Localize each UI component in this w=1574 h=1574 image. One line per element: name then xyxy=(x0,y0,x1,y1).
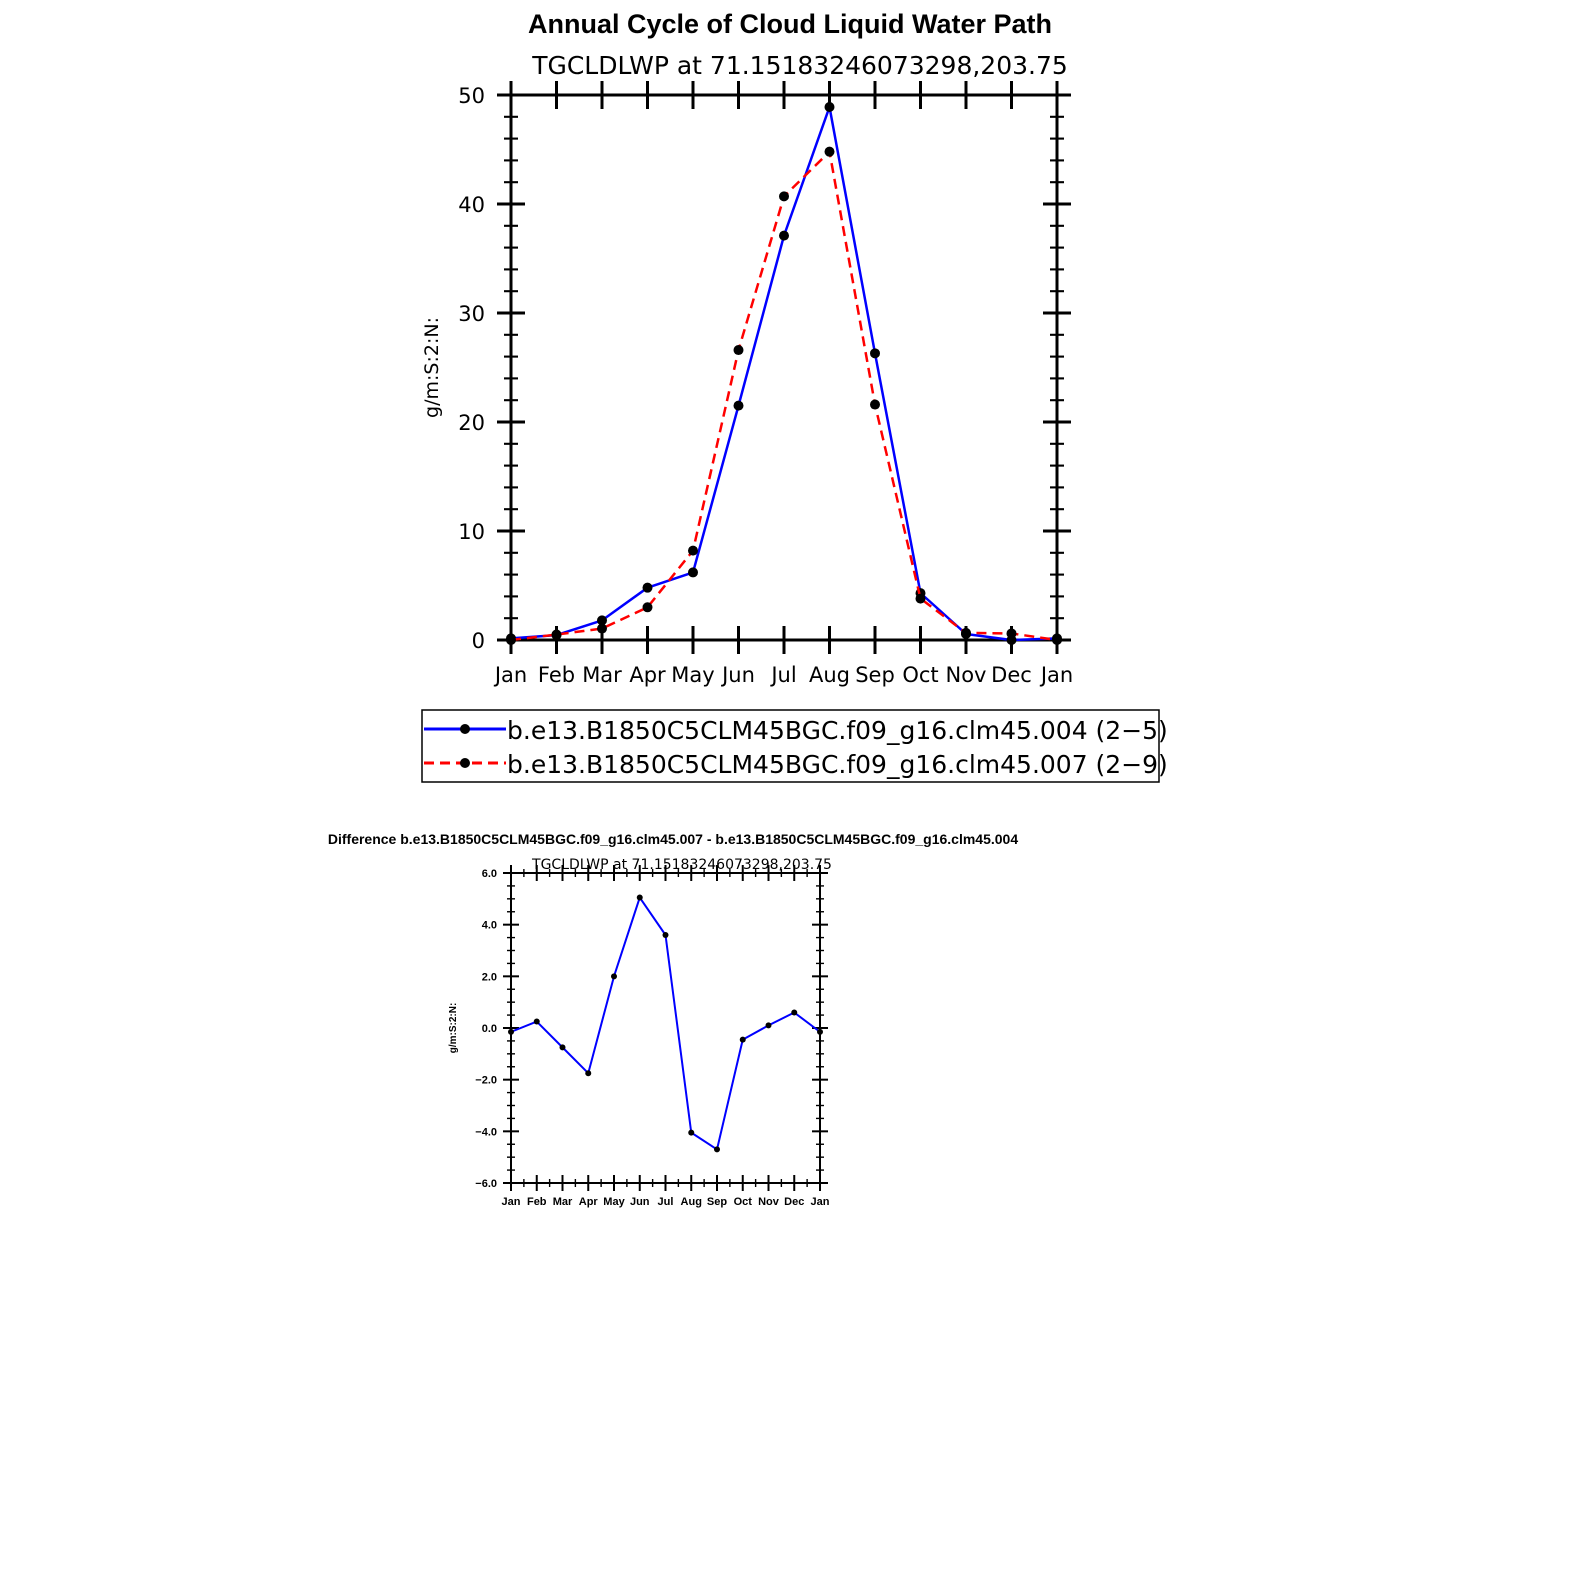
legend-box xyxy=(421,709,1160,783)
x-tick-label: Aug xyxy=(809,663,850,687)
x-tick-label: Nov xyxy=(758,1196,780,1208)
series-2-point xyxy=(551,629,562,640)
series-2-point xyxy=(597,623,607,634)
series-1-point xyxy=(714,1146,720,1153)
chart1-series xyxy=(506,101,1062,645)
chart2-subtitle: TGCLDLWP at 71.15183246073298,203.75 xyxy=(531,857,832,873)
series-2-point xyxy=(642,602,653,613)
series-2-point xyxy=(733,345,744,356)
series-1-point xyxy=(739,1036,746,1043)
x-tick-label: Dec xyxy=(991,663,1032,687)
series-2-point xyxy=(779,191,789,202)
series-line-2 xyxy=(510,150,1058,642)
chart1-title: Annual Cycle of Cloud Liquid Water Path xyxy=(528,9,1052,39)
x-tick-label: Mar xyxy=(582,663,622,687)
x-tick-label: Jan xyxy=(1039,663,1073,687)
series-1-point xyxy=(611,973,617,980)
series-1-point xyxy=(870,348,880,359)
legend-marker-series-1 xyxy=(460,724,470,734)
chart2-series xyxy=(508,894,823,1153)
chart1-legend: b.e13.B1850C5CLM45BGC.f09_g16.clm45.004 … xyxy=(421,709,1168,783)
x-tick-label: Apr xyxy=(579,1196,599,1208)
y-tick-label: 2.0 xyxy=(482,971,497,983)
y-tick-label: 40 xyxy=(458,193,485,217)
series-1-point xyxy=(533,1018,540,1025)
x-tick-label: Oct xyxy=(902,663,938,687)
x-tick-label: Sep xyxy=(855,663,895,687)
x-tick-label: Jul xyxy=(769,663,796,687)
y-tick-label: 0.0 xyxy=(482,1023,497,1035)
legend-label-series-1: b.e13.B1850C5CLM45BGC.f09_g16.clm45.004 … xyxy=(507,716,1168,745)
series-2-point xyxy=(506,635,516,645)
x-tick-label: Nov xyxy=(946,663,987,687)
series-1-point xyxy=(585,1070,592,1077)
x-tick-label: Apr xyxy=(629,663,666,687)
series-2-point xyxy=(688,545,698,556)
series-1-point xyxy=(824,101,835,112)
series-1-point xyxy=(508,1028,514,1035)
x-tick-label: Jul xyxy=(658,1196,674,1208)
series-1-point xyxy=(765,1022,772,1029)
y-tick-label: −2.0 xyxy=(475,1075,497,1087)
chart1-ylabel: g/m:S:2:N: xyxy=(421,317,443,418)
chart2-title: Difference b.e13.B1850C5CLM45BGC.f09_g16… xyxy=(328,831,1018,847)
y-tick-label: −6.0 xyxy=(475,1178,497,1190)
series-1-point xyxy=(688,567,698,578)
series-1-point xyxy=(636,894,643,901)
series-1-point xyxy=(779,230,789,241)
series-2-point xyxy=(961,627,971,638)
series-2-point xyxy=(915,593,926,604)
chart1-subtitle: TGCLDLWP at 71.15183246073298,203.75 xyxy=(531,51,1068,80)
series-1-point xyxy=(597,615,607,626)
series-2-point xyxy=(824,146,835,157)
y-tick-label: −4.0 xyxy=(475,1126,497,1138)
x-tick-label: Jan xyxy=(493,663,527,687)
x-tick-label: Jun xyxy=(630,1196,650,1208)
series-1-point xyxy=(733,400,744,411)
series-1-point xyxy=(662,932,669,938)
x-tick-label: Dec xyxy=(784,1196,804,1208)
series-1-point xyxy=(642,582,653,593)
x-tick-label: Jan xyxy=(811,1196,830,1208)
y-tick-label: 30 xyxy=(458,302,485,326)
plot-frame xyxy=(509,93,1059,642)
chart1-axes: 0 10 20 30 40 50 Jan Feb Mar Apr May Jun Jul Aug Sep Oc… xyxy=(458,81,1073,687)
series-line-1 xyxy=(510,105,1058,642)
series-1-point xyxy=(791,1009,798,1016)
y-tick-label: 0 xyxy=(472,629,485,653)
series-2-point xyxy=(1006,628,1017,639)
y-tick-label: 20 xyxy=(458,411,485,435)
x-tick-label: May xyxy=(671,663,714,687)
x-tick-label: Mar xyxy=(553,1196,573,1208)
x-tick-label: May xyxy=(603,1196,625,1208)
plot-frame xyxy=(510,872,821,1184)
series-1-point xyxy=(817,1028,823,1035)
x-tick-label: Feb xyxy=(538,663,575,687)
chart2-axes: −6.0 −4.0 −2.0 0.0 2.0 4.0 6.0 Jan Feb Mar Apr May J… xyxy=(475,865,830,1208)
x-tick-label: Feb xyxy=(527,1196,547,1208)
series-2-point xyxy=(1052,635,1062,645)
legend-marker-series-2 xyxy=(460,758,470,768)
y-tick-label: 6.0 xyxy=(482,868,497,880)
x-tick-label: Jun xyxy=(720,663,755,687)
x-tick-label: Sep xyxy=(707,1196,727,1208)
y-tick-label: 4.0 xyxy=(482,920,497,932)
y-tick-label: 10 xyxy=(458,520,485,544)
series-1-point xyxy=(559,1044,566,1051)
x-tick-label: Jan xyxy=(502,1196,521,1208)
y-tick-label: 50 xyxy=(458,84,485,108)
chart2-ylabel: g/m:S:2:N: xyxy=(448,1003,459,1054)
series-1-point xyxy=(688,1129,695,1136)
legend-label-series-2: b.e13.B1850C5CLM45BGC.f09_g16.clm45.007 … xyxy=(507,750,1168,779)
x-tick-label: Oct xyxy=(734,1196,753,1208)
x-tick-label: Aug xyxy=(681,1196,702,1208)
series-2-point xyxy=(870,399,880,410)
